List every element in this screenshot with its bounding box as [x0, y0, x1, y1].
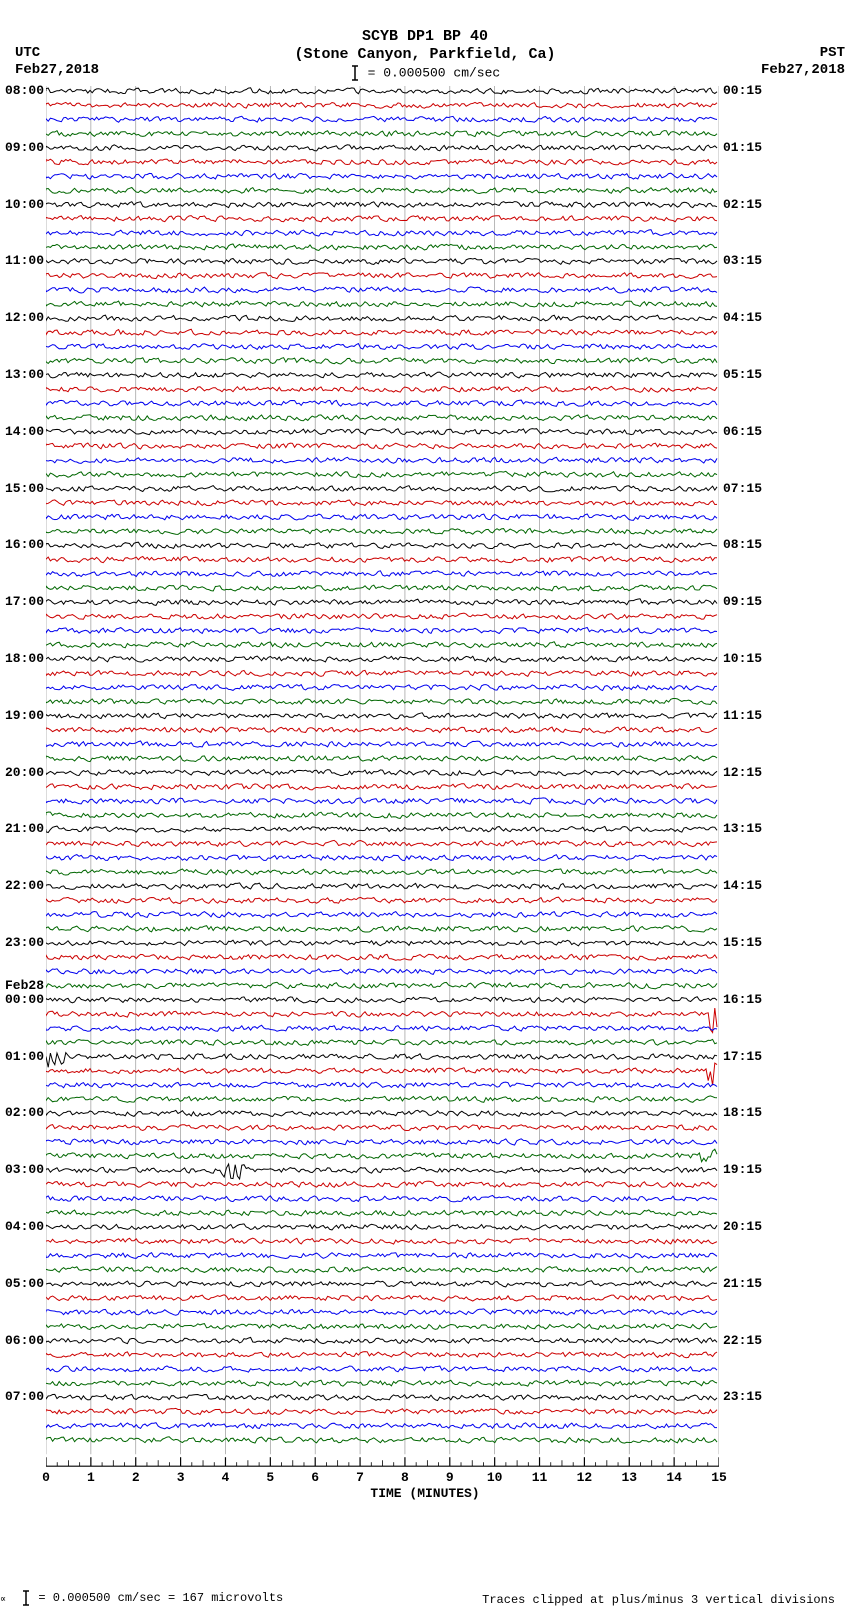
utc-hour-label: 01:00 — [0, 1049, 44, 1064]
scale-bar-icon — [21, 1589, 31, 1607]
scale-bar-icon — [350, 64, 360, 82]
pst-hour-label: 13:15 — [723, 821, 767, 836]
utc-hour-label: 21:00 — [0, 821, 44, 836]
utc-hour-label: 13:00 — [0, 367, 44, 382]
x-tick: 4 — [222, 1470, 230, 1485]
seismogram-svg — [46, 86, 719, 1546]
pst-hour-label: 04:15 — [723, 310, 767, 325]
utc-hour-label: 12:00 — [0, 310, 44, 325]
utc-hour-label: 00:00 — [0, 992, 44, 1007]
pst-hour-label: 17:15 — [723, 1049, 767, 1064]
x-tick: 6 — [311, 1470, 319, 1485]
pst-hour-label: 10:15 — [723, 651, 767, 666]
utc-hour-label: 05:00 — [0, 1276, 44, 1291]
pst-hour-label: 22:15 — [723, 1333, 767, 1348]
utc-hour-label: 17:00 — [0, 594, 44, 609]
plot-area — [46, 86, 719, 1506]
x-tick: 15 — [711, 1470, 727, 1485]
x-tick: 12 — [577, 1470, 593, 1485]
tz-right-block: PST Feb27,2018 — [761, 45, 845, 79]
utc-hour-label: 11:00 — [0, 253, 44, 268]
x-tick: 2 — [132, 1470, 140, 1485]
pst-hour-label: 03:15 — [723, 253, 767, 268]
pst-hour-label: 18:15 — [723, 1105, 767, 1120]
x-tick: 10 — [487, 1470, 503, 1485]
pst-hour-label: 01:15 — [723, 140, 767, 155]
x-tick: 7 — [356, 1470, 364, 1485]
utc-date-label: Feb28 — [0, 978, 44, 993]
date-right: Feb27,2018 — [761, 62, 845, 79]
x-axis-label: TIME (MINUTES) — [0, 1486, 850, 1501]
utc-hour-label: 08:00 — [0, 83, 44, 98]
location-line: (Stone Canyon, Parkfield, Ca) — [0, 46, 850, 64]
footer-right: Traces clipped at plus/minus 3 vertical … — [482, 1593, 835, 1607]
footer-left: ∝ = 0.000500 cm/sec = 167 microvolts — [0, 1589, 283, 1607]
utc-hour-label: 14:00 — [0, 424, 44, 439]
footer-left-text: = 0.000500 cm/sec = 167 microvolts — [38, 1591, 283, 1605]
pst-hour-label: 07:15 — [723, 481, 767, 496]
pst-hour-label: 05:15 — [723, 367, 767, 382]
x-tick: 3 — [177, 1470, 185, 1485]
utc-hour-label: 03:00 — [0, 1162, 44, 1177]
svg-text:∝: ∝ — [0, 1595, 6, 1606]
utc-hour-label: 18:00 — [0, 651, 44, 666]
utc-hour-label: 10:00 — [0, 197, 44, 212]
pst-hour-label: 16:15 — [723, 992, 767, 1007]
utc-hour-label: 20:00 — [0, 765, 44, 780]
utc-hour-label: 09:00 — [0, 140, 44, 155]
header: SCYB DP1 BP 40 (Stone Canyon, Parkfield,… — [0, 28, 850, 82]
pst-hour-label: 11:15 — [723, 708, 767, 723]
x-tick: 14 — [666, 1470, 682, 1485]
pst-hour-label: 19:15 — [723, 1162, 767, 1177]
pst-hour-label: 02:15 — [723, 197, 767, 212]
pst-hour-label: 00:15 — [723, 83, 767, 98]
pst-hour-label: 15:15 — [723, 935, 767, 950]
scale-text: = 0.000500 cm/sec — [368, 65, 501, 80]
x-tick: 13 — [621, 1470, 637, 1485]
utc-hour-label: 06:00 — [0, 1333, 44, 1348]
pst-hour-label: 14:15 — [723, 878, 767, 893]
x-tick: 0 — [42, 1470, 50, 1485]
scale-line: = 0.000500 cm/sec — [0, 64, 850, 82]
x-tick: 11 — [532, 1470, 548, 1485]
x-tick: 1 — [87, 1470, 95, 1485]
pst-hour-label: 09:15 — [723, 594, 767, 609]
pst-hour-label: 12:15 — [723, 765, 767, 780]
utc-hour-label: 16:00 — [0, 537, 44, 552]
utc-hour-label: 22:00 — [0, 878, 44, 893]
pst-hour-label: 20:15 — [723, 1219, 767, 1234]
utc-hour-label: 07:00 — [0, 1389, 44, 1404]
utc-hour-label: 15:00 — [0, 481, 44, 496]
tz-right: PST — [761, 45, 845, 62]
utc-hour-label: 04:00 — [0, 1219, 44, 1234]
pst-hour-label: 08:15 — [723, 537, 767, 552]
scale-bar-icon: ∝ — [0, 1590, 14, 1606]
pst-hour-label: 06:15 — [723, 424, 767, 439]
utc-hour-label: 19:00 — [0, 708, 44, 723]
x-tick: 8 — [401, 1470, 409, 1485]
station-line: SCYB DP1 BP 40 — [0, 28, 850, 46]
pst-hour-label: 23:15 — [723, 1389, 767, 1404]
pst-hour-label: 21:15 — [723, 1276, 767, 1291]
x-tick: 5 — [266, 1470, 274, 1485]
x-tick: 9 — [446, 1470, 454, 1485]
utc-hour-label: 23:00 — [0, 935, 44, 950]
utc-hour-label: 02:00 — [0, 1105, 44, 1120]
